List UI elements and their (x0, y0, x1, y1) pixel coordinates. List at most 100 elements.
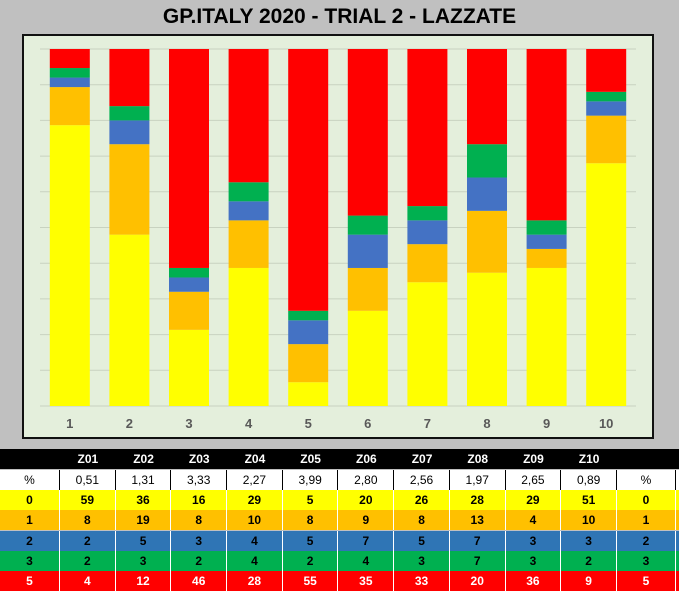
bar-segment-3-level-5 (169, 49, 209, 268)
bar-segment-6-level-0 (347, 310, 388, 406)
bar-segment-3-level-1 (169, 291, 209, 330)
table-cell: 3 (171, 530, 228, 551)
bar-segment-7-level-3 (407, 206, 448, 221)
table-cell: 7 (450, 551, 506, 571)
bar-segment-4-level-3 (228, 182, 269, 202)
table-cell: 10 (227, 510, 283, 531)
row-label: 1 (0, 510, 60, 531)
bar-segment-9-level-3 (526, 220, 567, 235)
chart-title: GP.ITALY 2020 - TRIAL 2 - LAZZATE (162, 5, 517, 28)
row-end-label: % (617, 469, 676, 490)
data-table: Z01 Z02 Z03 Z04 Z05 Z06 Z07 Z08 Z09 Z10 % 0,51 1,31… (0, 449, 679, 591)
bar-segment-10-level-2 (586, 101, 627, 116)
table-cell: 10 (561, 510, 617, 531)
x-tick-label: 1 (66, 416, 73, 431)
table-cell: 0,89 (561, 469, 617, 490)
table-cell: 2,65 (506, 469, 562, 490)
table-cell: 2 (561, 551, 617, 571)
column-header: Z07 (411, 452, 433, 466)
table-cell: 29 (506, 490, 562, 511)
column-header: Z05 (300, 452, 321, 466)
table-cell: 13 (450, 510, 506, 531)
table-cell: 5 (283, 530, 339, 551)
table-header-row: Z01 Z02 Z03 Z04 Z05 Z06 Z07 Z08 Z09 Z10 (0, 449, 679, 469)
row-label: 3 (0, 551, 60, 571)
table-cell: 12 (116, 571, 172, 591)
bar-segment-10-level-3 (586, 91, 627, 102)
bar-segment-8-level-0 (467, 272, 507, 406)
x-tick-label: 9 (543, 416, 550, 431)
x-tick-label: 7 (424, 416, 431, 431)
table-cell: 1,97 (450, 469, 506, 490)
table-cell: 16 (171, 490, 228, 511)
table-cell: 9 (339, 510, 395, 531)
table-cell: 7 (450, 530, 506, 551)
x-tick-label: 4 (245, 416, 253, 431)
table-cell: 2,80 (339, 469, 395, 490)
bar-segment-5-level-1 (288, 344, 329, 383)
column-header: Z10 (578, 452, 600, 466)
bar-segment-1-level-0 (49, 125, 90, 406)
stacked-bar-chart: 1 2 3 4 5 6 7 8 9 10 (40, 48, 636, 431)
bar-segment-3-level-3 (169, 267, 209, 278)
table-cell: 2 (60, 530, 116, 551)
table-cell: 20 (339, 490, 395, 511)
table-cell: 4 (60, 571, 116, 591)
table-cell: 4 (506, 510, 562, 531)
table-row: 0 59 36 16 29 5 20 26 28 29 51 0 (0, 490, 679, 511)
bar-segment-8-level-5 (467, 49, 507, 145)
row-label: 0 (0, 490, 60, 511)
table-cell: 36 (116, 490, 172, 511)
plot-area: 1 2 3 4 5 6 7 8 9 10 (22, 34, 654, 439)
x-tick-label: 6 (364, 416, 371, 431)
bar-segment-7-level-5 (407, 49, 448, 207)
bar-segment-9-level-2 (526, 234, 567, 249)
bar-segment-5-level-3 (288, 310, 329, 321)
table-cell: 3 (561, 530, 617, 551)
bar-segment-2-level-0 (109, 234, 150, 406)
column-header: Z06 (356, 452, 377, 466)
bar-segment-10-level-5 (586, 49, 627, 92)
table-row: 5 4 12 46 28 55 35 33 20 36 9 5 (0, 571, 679, 591)
table-cell: 3 (116, 551, 172, 571)
table-cell: 8 (171, 510, 228, 531)
bar-segment-9-level-0 (526, 267, 567, 406)
x-tick-label: 8 (483, 416, 490, 431)
bar-segment-6-level-3 (347, 215, 388, 235)
row-end-label: 2 (617, 530, 676, 551)
x-tick-label: 5 (305, 416, 312, 431)
table-row: 1 8 19 8 10 8 9 8 13 4 10 1 (0, 510, 679, 531)
bar-segment-6-level-5 (347, 49, 388, 216)
bar-segment-9-level-1 (526, 248, 567, 268)
bar-segment-4-level-1 (228, 220, 269, 268)
table-cell: 8 (60, 510, 116, 531)
bar-segment-2-level-2 (109, 120, 150, 145)
table-cell: 2 (283, 551, 339, 571)
column-header: Z03 (188, 452, 210, 466)
table-cell: 3 (506, 530, 562, 551)
table-cell: 4 (227, 530, 283, 551)
bar-segment-4-level-2 (228, 201, 269, 221)
table-cell: 8 (283, 510, 339, 531)
table-cell: 51 (561, 490, 617, 511)
bar-segment-9-level-5 (526, 49, 567, 221)
column-header: Z01 (77, 452, 99, 466)
row-end-label: 5 (617, 571, 676, 591)
bar-segment-1-level-2 (49, 77, 90, 88)
row-label: 2 (0, 530, 60, 551)
row-end-label: 1 (617, 510, 676, 531)
bar-segment-5-level-0 (288, 382, 329, 406)
table-cell: 33 (394, 571, 450, 591)
table-cell: 55 (283, 571, 339, 591)
column-header: Z08 (467, 452, 489, 466)
bar-segment-6-level-1 (347, 267, 388, 311)
bar-segment-2-level-1 (109, 144, 150, 235)
bar-segment-5-level-5 (288, 49, 329, 311)
column-header: Z09 (523, 452, 544, 466)
table-cell: 2,27 (227, 469, 283, 490)
bar-segment-2-level-5 (109, 49, 150, 107)
column-header: Z04 (244, 452, 266, 466)
table-cell: 3 (394, 551, 450, 571)
row-label: % (0, 469, 60, 490)
